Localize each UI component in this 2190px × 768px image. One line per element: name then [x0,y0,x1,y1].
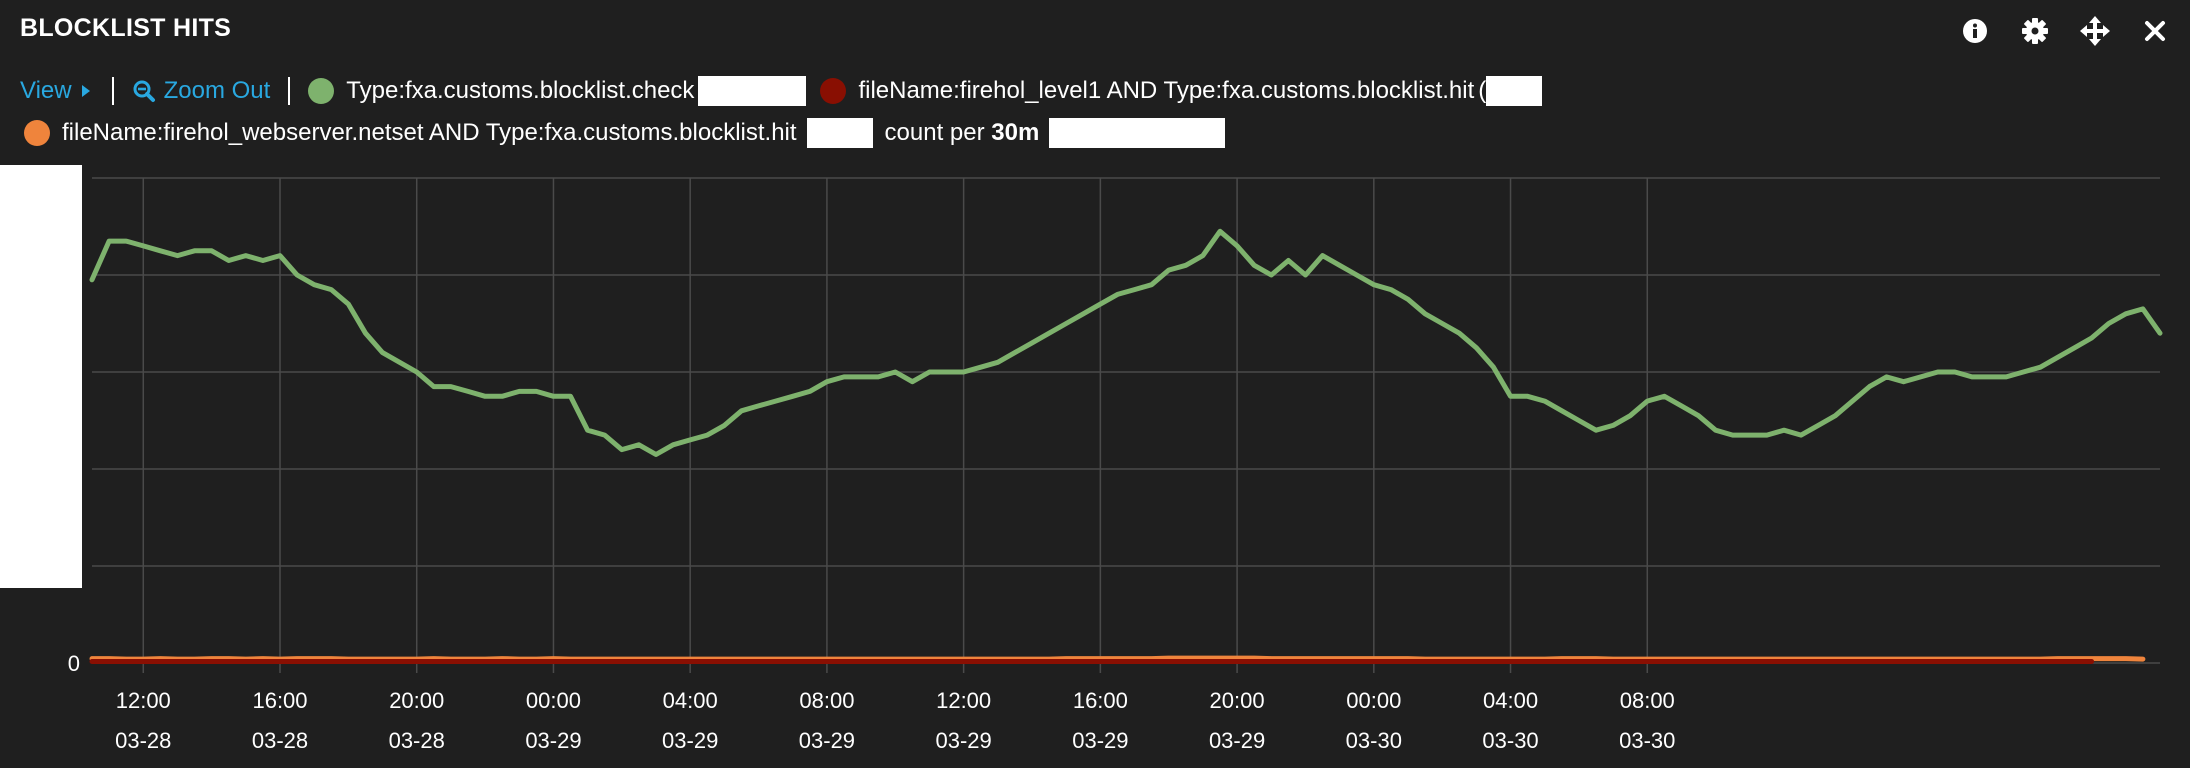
x-tick-label: 16:00 [252,688,307,713]
legend-label: Type:fxa.customs.blocklist.check [346,77,695,104]
panel-icons [1958,14,2172,48]
gear-icon[interactable] [2018,14,2052,48]
legend-swatch [308,78,335,104]
view-menu-button[interactable]: View [20,77,94,105]
legend-label: fileName:firehol_level1 AND Type:fxa.cus… [858,77,1475,104]
caret-right-icon [81,85,90,97]
close-icon[interactable] [2138,14,2172,48]
series-line-0 [89,228,2163,457]
x-tick-label: 00:00 [1346,688,1401,713]
interval-label: count per 30m [885,119,1040,147]
redacted-value [698,76,807,106]
zoom-out-button[interactable]: Zoom Out [132,77,271,105]
x-tick-date: 03-29 [525,728,581,753]
x-tick-label: 00:00 [526,688,581,713]
redacted-value [1049,118,1226,148]
zoom-out-icon [133,80,155,102]
toolbar-divider [111,77,114,105]
x-tick-label: 16:00 [1073,688,1128,713]
legend-item-firehol-webserver[interactable]: fileName:firehol_webserver.netset AND Ty… [24,118,873,148]
x-tick-date: 03-29 [1072,728,1128,753]
series-line-2 [89,655,2146,662]
legend-item-check[interactable]: Type:fxa.customs.blocklist.check [308,76,807,106]
move-icon[interactable] [2078,14,2112,48]
y-tick-label: 0 [68,651,80,676]
interval-value[interactable]: 30m [991,119,1040,146]
x-tick-date: 03-29 [935,728,991,753]
x-tick-date: 03-28 [252,728,308,753]
x-tick-date: 03-30 [1346,728,1402,753]
redacted-value [1486,76,1543,106]
legend-row-2: fileName:firehol_webserver.netset AND Ty… [24,118,1226,148]
zoom-out-label: Zoom Out [163,77,271,104]
x-tick-date: 03-29 [662,728,718,753]
x-tick-date: 03-29 [799,728,855,753]
x-tick-date: 03-29 [1209,728,1265,753]
legend-swatch [820,78,847,104]
redacted-value [806,118,873,148]
x-tick-label: 04:00 [663,688,718,713]
legend-item-firehol-level1[interactable]: fileName:firehol_level1 AND Type:fxa.cus… [820,76,1543,106]
x-tick-label: 20:00 [389,688,444,713]
x-axis: 12:00 03-28 16:00 03-28 20:00 03-28 00:00 03-29… [115,688,1675,753]
y-axis: 0 [68,651,80,676]
x-tick-label: 08:00 [1620,688,1675,713]
x-tick-date: 03-28 [115,728,171,753]
legend-swatch [24,120,50,146]
info-icon[interactable] [1958,14,1992,48]
count-per-prefix: count per [884,119,985,146]
redacted-y-axis [0,165,82,588]
x-tick-label: 04:00 [1483,688,1538,713]
series-lines [89,228,2163,664]
x-tick-label: 12:00 [116,688,171,713]
legend-label: fileName:firehol_webserver.netset AND Ty… [62,119,797,146]
x-tick-label: 20:00 [1210,688,1265,713]
panel-title: BLOCKLIST HITS [20,14,232,42]
x-tick-label: 08:00 [799,688,854,713]
view-label: View [20,77,72,104]
x-tick-label: 12:00 [936,688,991,713]
toolbar-divider [288,77,291,105]
legend-row-1: View Zoom Out Type:fxa.customs.blocklist… [20,76,1543,106]
panel-header: BLOCKLIST HITS [0,0,2190,62]
x-tick-date: 03-28 [389,728,445,753]
x-tick-date: 03-30 [1482,728,1538,753]
grid [92,177,2160,673]
blocklist-hits-chart[interactable]: 0 12:00 03-28 16:00 03-28 20:00 03-28 00:00 03-… [0,160,2190,768]
x-tick-date: 03-30 [1619,728,1675,753]
